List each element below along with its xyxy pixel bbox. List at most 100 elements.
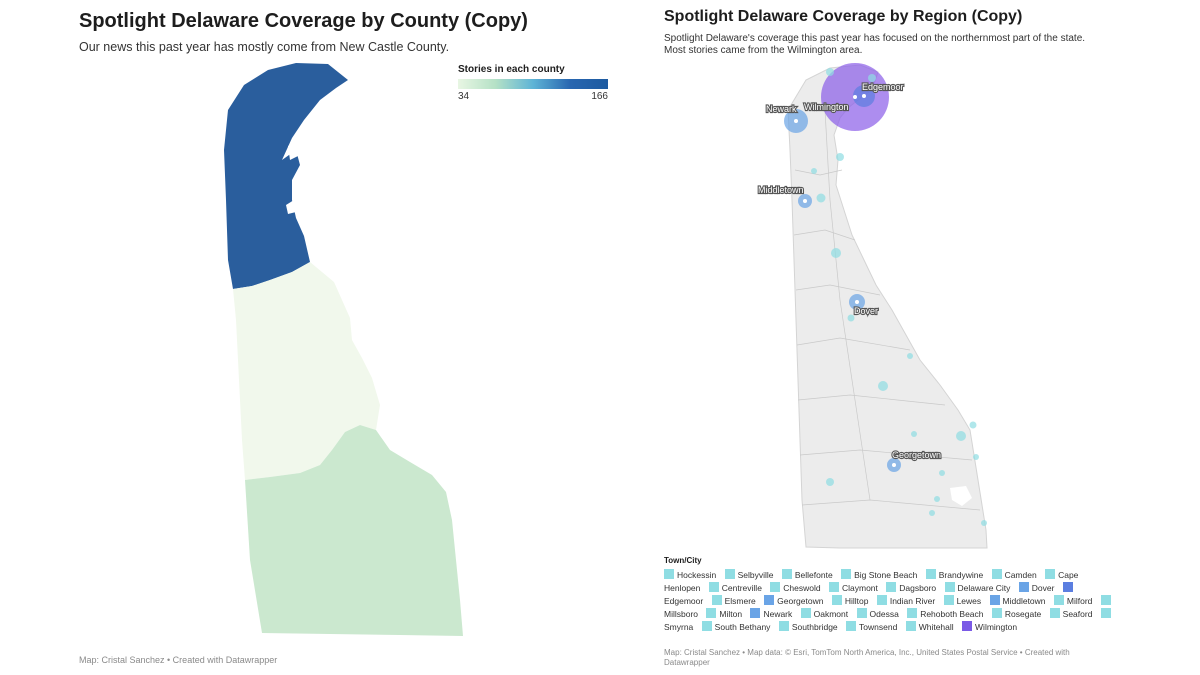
bubble-town[interactable] <box>826 68 834 76</box>
town-legend-item[interactable]: Georgetown <box>764 595 823 606</box>
river-island <box>288 142 298 160</box>
town-legend-item[interactable]: Whitehall <box>905 621 954 632</box>
town-legend-item[interactable]: South Bethany <box>701 621 770 632</box>
town-legend-item[interactable]: Edgemoor <box>664 582 1076 606</box>
town-legend-item[interactable]: Bellefonte <box>781 569 833 580</box>
legend-gradient-bar <box>458 79 608 89</box>
bubble-town[interactable] <box>831 248 841 258</box>
town-legend-item[interactable]: Townsend <box>846 621 897 632</box>
bubble-town[interactable] <box>826 478 834 486</box>
town-legend-item[interactable]: Dagsboro <box>886 582 937 593</box>
legend-swatch <box>841 569 852 579</box>
bubble-town[interactable] <box>816 193 826 203</box>
legend-swatch <box>831 595 842 605</box>
county-color-legend: Stories in each county 34 166 <box>458 64 608 103</box>
town-legend-item[interactable]: Claymont <box>829 582 878 593</box>
bubble-town[interactable] <box>878 381 888 391</box>
town-legend-item[interactable]: Selbyville <box>724 569 774 580</box>
legend-item-label: Seaford <box>1062 609 1093 619</box>
legend-swatch <box>1045 569 1056 579</box>
city-center-dots <box>794 94 896 467</box>
legend-item-label: Dagsboro <box>899 583 937 593</box>
town-legend-item[interactable]: Big Stone Beach <box>841 569 917 580</box>
bubble-town[interactable] <box>911 431 917 437</box>
town-legend-item[interactable]: Indian River <box>876 595 935 606</box>
town-legend-item[interactable]: Odessa <box>856 608 899 619</box>
bubble-town[interactable] <box>836 153 844 161</box>
county-sussex[interactable] <box>245 425 463 636</box>
legend-item-label: Centreville <box>721 583 762 593</box>
legend-item-label: Hockessin <box>677 570 717 580</box>
town-legend-item[interactable]: Southbridge <box>778 621 838 632</box>
town-legend-item[interactable]: Cape Henlopen <box>664 569 1078 593</box>
legend-swatch <box>944 582 955 592</box>
town-legend-item[interactable]: Middletown <box>989 595 1046 606</box>
legend-swatch <box>925 569 936 579</box>
legend-item-label: Millsboro <box>664 609 699 619</box>
city-labels: Edgemoor Wilmington Newark Middletown Do… <box>757 81 942 461</box>
delaware-outline <box>787 64 988 549</box>
bubble-town[interactable] <box>934 496 940 502</box>
legend-swatch <box>1100 595 1111 605</box>
label-newark: Newark <box>766 104 797 114</box>
town-legend-item[interactable]: Cheswold <box>770 582 821 593</box>
legend-item-label: Selbyville <box>737 570 774 580</box>
inland-bay <box>950 486 972 506</box>
town-legend-item[interactable]: Seaford <box>1049 608 1093 619</box>
town-legend-item[interactable]: Dover <box>1018 582 1055 593</box>
river-island <box>286 200 296 214</box>
bubble-town[interactable] <box>847 314 855 322</box>
legend-item-label: Dover <box>1031 583 1055 593</box>
bubble-town[interactable] <box>956 431 966 441</box>
county-choropleth-map <box>224 63 463 636</box>
legend-item-label: Whitehall <box>918 622 954 632</box>
town-legend-item[interactable]: Milford <box>1053 595 1092 606</box>
legend-swatch <box>991 569 1002 579</box>
bubble-town[interactable] <box>811 168 817 174</box>
town-legend-items: Hockessin Selbyville Bellefonte Big Ston… <box>664 569 1114 634</box>
bubble-town[interactable] <box>929 510 935 516</box>
legend-swatch <box>701 621 712 631</box>
bubble-town[interactable] <box>969 421 977 429</box>
legend-swatch <box>770 582 781 592</box>
legend-item-label: Brandywine <box>938 570 984 580</box>
county-kent[interactable] <box>233 262 380 480</box>
bubble-town[interactable] <box>868 74 876 82</box>
region-map-subtitle: Spotlight Delaware's coverage this past … <box>664 33 1114 57</box>
legend-item-label: Elsmere <box>724 596 756 606</box>
town-legend-item[interactable]: Millsboro <box>664 595 1114 619</box>
town-legend-item[interactable]: Rosegate <box>991 608 1041 619</box>
legend-swatch <box>1062 582 1073 592</box>
town-legend-item[interactable]: Elsmere <box>711 595 756 606</box>
town-legend-item[interactable]: Brandywine <box>925 569 984 580</box>
bubble-town[interactable] <box>939 470 945 476</box>
legend-swatch <box>989 595 1000 605</box>
town-legend-item[interactable]: Wilmington <box>962 621 1017 632</box>
legend-swatch <box>711 595 722 605</box>
legend-swatch <box>886 582 897 592</box>
town-legend-item[interactable]: Rehoboth Beach <box>907 608 984 619</box>
county-map-footer: Map: Cristal Sanchez • Created with Data… <box>79 655 278 665</box>
town-legend-item[interactable]: Hockessin <box>664 569 717 580</box>
town-legend-item[interactable]: Centreville <box>708 582 762 593</box>
town-legend-item[interactable]: Oakmont <box>800 608 848 619</box>
legend-item-label: Middletown <box>1002 596 1046 606</box>
town-legend-item[interactable]: Newark <box>750 608 792 619</box>
legend-swatch <box>1100 608 1111 618</box>
bubble-town[interactable] <box>973 454 979 460</box>
label-wilmington: Wilmington <box>804 102 849 112</box>
label-edgemoor: Edgemoor <box>862 82 904 92</box>
legend-swatch <box>781 569 792 579</box>
county-new-castle[interactable] <box>224 63 348 289</box>
town-legend-item[interactable]: Camden <box>991 569 1037 580</box>
town-legend-item[interactable]: Hilltop <box>831 595 868 606</box>
bubble-town[interactable] <box>907 353 913 359</box>
subtitle-line-2: Most stories came from the Wilmington ar… <box>664 45 863 56</box>
town-legend-item[interactable]: Smyrna <box>664 608 1114 632</box>
bubble-town[interactable] <box>981 520 987 526</box>
legend-swatch <box>962 621 973 631</box>
town-legend-item[interactable]: Lewes <box>943 595 981 606</box>
town-legend-item[interactable]: Delaware City <box>944 582 1010 593</box>
town-legend-item[interactable]: Milton <box>706 608 742 619</box>
label-middletown: Middletown <box>758 185 804 195</box>
